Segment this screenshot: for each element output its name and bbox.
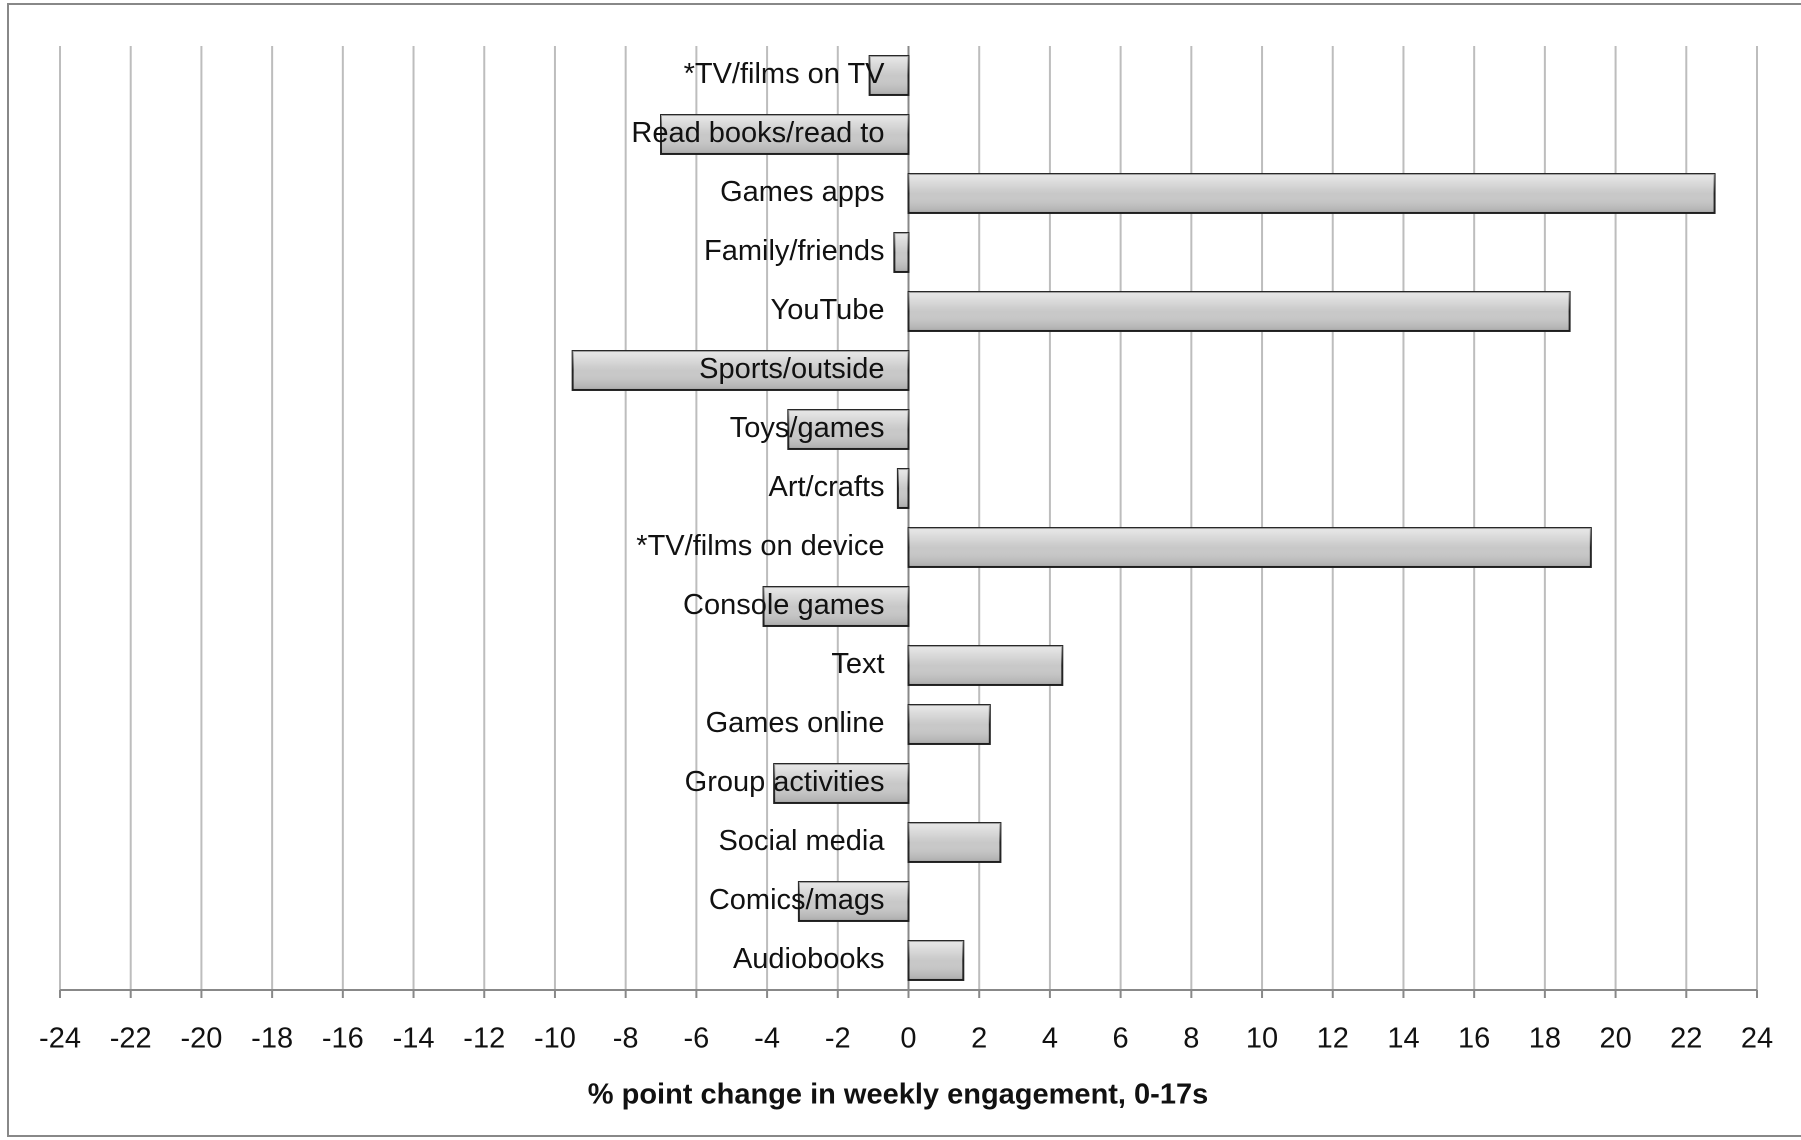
x-tick-label: -12 xyxy=(463,1023,505,1055)
y-tick-label: Social media xyxy=(718,825,885,857)
y-tick-label: Comics/mags xyxy=(709,884,885,916)
x-tick-label: 4 xyxy=(1042,1023,1058,1055)
y-tick-label: Toys/games xyxy=(730,412,885,444)
x-tick-label: 14 xyxy=(1387,1023,1419,1055)
x-tick-label: -22 xyxy=(110,1023,152,1055)
x-tick-label: -8 xyxy=(613,1023,639,1055)
x-tick-label: -14 xyxy=(393,1023,435,1055)
y-tick-label: Family/friends xyxy=(704,235,885,267)
y-tick-label: Console games xyxy=(683,589,885,621)
bar xyxy=(907,822,1002,863)
x-tick-label: -4 xyxy=(754,1023,780,1055)
bar xyxy=(907,291,1571,332)
y-tick-label: *TV/films on TV xyxy=(684,58,886,90)
y-tick-label: Group activities xyxy=(685,766,885,798)
x-tick-label: -10 xyxy=(534,1023,576,1055)
x-tick-label: 20 xyxy=(1599,1023,1631,1055)
bar xyxy=(907,704,991,745)
x-tick-label: -16 xyxy=(322,1023,364,1055)
x-tick-label: -18 xyxy=(251,1023,293,1055)
x-tick-label: 18 xyxy=(1529,1023,1561,1055)
x-tick-label: -2 xyxy=(825,1023,851,1055)
x-tick-label: -20 xyxy=(180,1023,222,1055)
bar xyxy=(896,468,910,509)
x-tick-label: 12 xyxy=(1317,1023,1349,1055)
y-tick-label: Read books/read to xyxy=(631,117,884,149)
y-tick-label: Text xyxy=(831,648,884,680)
frame xyxy=(7,3,1801,1137)
y-tick-label: Sports/outside xyxy=(699,353,884,385)
x-tick-label: 24 xyxy=(1741,1023,1773,1055)
bar xyxy=(907,173,1716,214)
y-tick-label: Art/crafts xyxy=(768,471,884,503)
x-tick-label: 16 xyxy=(1458,1023,1490,1055)
x-tick-label: 0 xyxy=(900,1023,916,1055)
y-tick-label: YouTube xyxy=(771,294,885,326)
x-tick-label: 10 xyxy=(1246,1023,1278,1055)
x-tick-label: 6 xyxy=(1113,1023,1129,1055)
y-tick-label: Games apps xyxy=(720,176,884,208)
x-tick-label: -24 xyxy=(39,1023,81,1055)
bar xyxy=(893,232,910,273)
x-tick-label: 8 xyxy=(1183,1023,1199,1055)
x-tick-label: -6 xyxy=(683,1023,709,1055)
x-tick-label: 22 xyxy=(1670,1023,1702,1055)
bar xyxy=(907,527,1592,568)
bar xyxy=(907,645,1064,686)
y-tick-label: *TV/films on device xyxy=(636,530,884,562)
x-tick-label: 2 xyxy=(971,1023,987,1055)
y-tick-label: Games online xyxy=(706,707,885,739)
y-tick-label: Audiobooks xyxy=(733,943,885,975)
x-axis-title: % point change in weekly engagement, 0-1… xyxy=(588,1079,1208,1111)
bar xyxy=(907,940,965,981)
